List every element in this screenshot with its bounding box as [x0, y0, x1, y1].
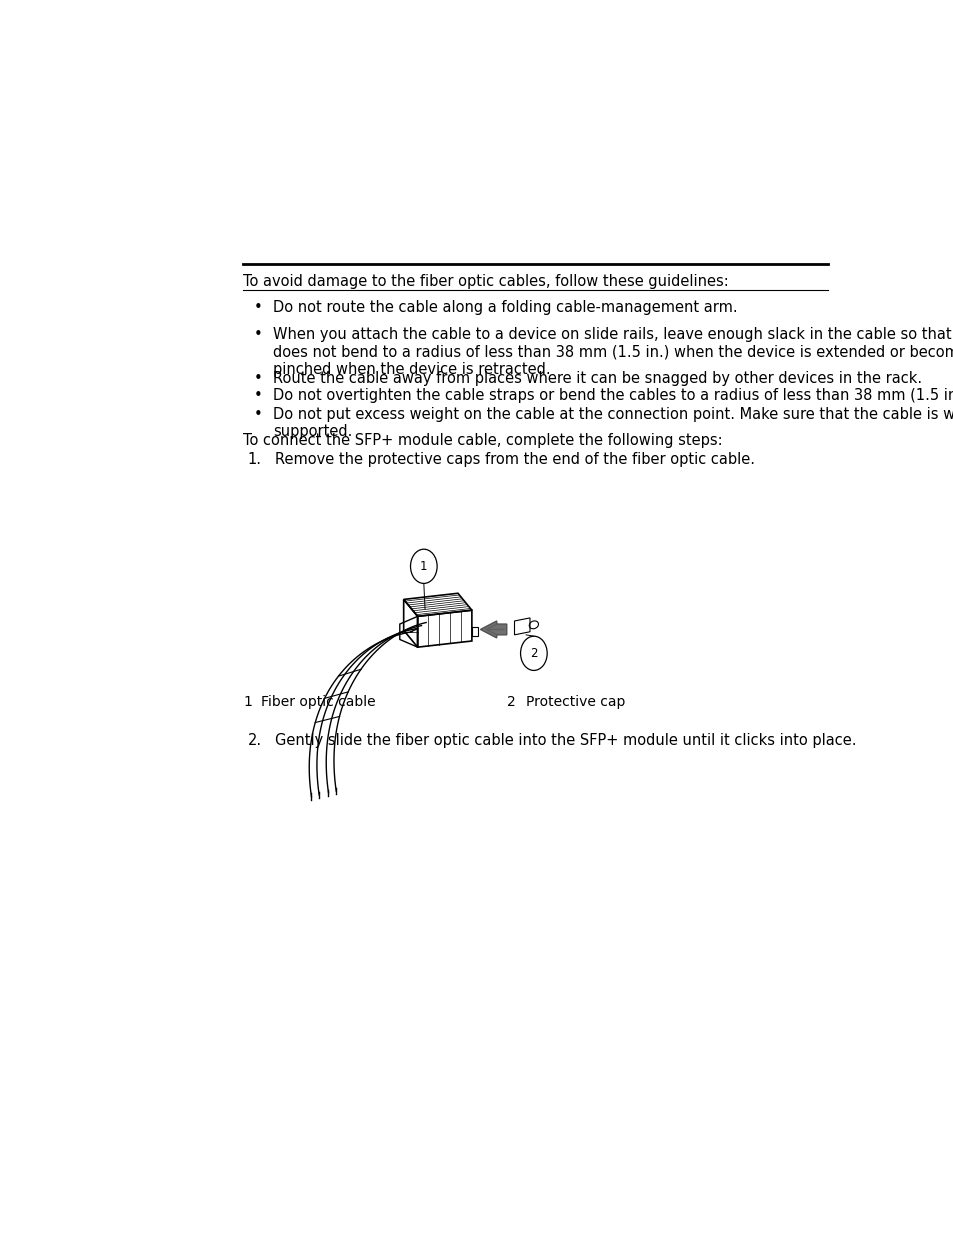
Text: •: •: [253, 300, 262, 315]
Text: •: •: [253, 370, 262, 385]
Text: To avoid damage to the fiber optic cables, follow these guidelines:: To avoid damage to the fiber optic cable…: [243, 274, 728, 289]
Text: Fiber optic cable: Fiber optic cable: [261, 695, 375, 709]
Text: •: •: [253, 406, 262, 422]
Text: 2.: 2.: [248, 734, 262, 748]
Text: Do not put excess weight on the cable at the connection point. Make sure that th: Do not put excess weight on the cable at…: [273, 406, 953, 440]
Text: 1: 1: [243, 695, 253, 709]
Text: Remove the protective caps from the end of the fiber optic cable.: Remove the protective caps from the end …: [274, 452, 754, 467]
Text: When you attach the cable to a device on slide rails, leave enough slack in the : When you attach the cable to a device on…: [273, 327, 953, 377]
FancyArrow shape: [480, 621, 506, 638]
Text: 1: 1: [419, 559, 427, 573]
Text: Gently slide the fiber optic cable into the SFP+ module until it clicks into pla: Gently slide the fiber optic cable into …: [274, 734, 855, 748]
Text: To connect the SFP+ module cable, complete the following steps:: To connect the SFP+ module cable, comple…: [243, 433, 722, 448]
Text: Do not overtighten the cable straps or bend the cables to a radius of less than : Do not overtighten the cable straps or b…: [273, 388, 953, 403]
Text: Route the cable away from places where it can be snagged by other devices in the: Route the cable away from places where i…: [273, 370, 922, 385]
Text: •: •: [253, 327, 262, 342]
Text: Do not route the cable along a folding cable-management arm.: Do not route the cable along a folding c…: [273, 300, 737, 315]
Text: 2: 2: [507, 695, 516, 709]
Text: •: •: [253, 388, 262, 403]
Text: Protective cap: Protective cap: [525, 695, 624, 709]
Text: 1.: 1.: [248, 452, 262, 467]
Text: 2: 2: [530, 647, 537, 659]
